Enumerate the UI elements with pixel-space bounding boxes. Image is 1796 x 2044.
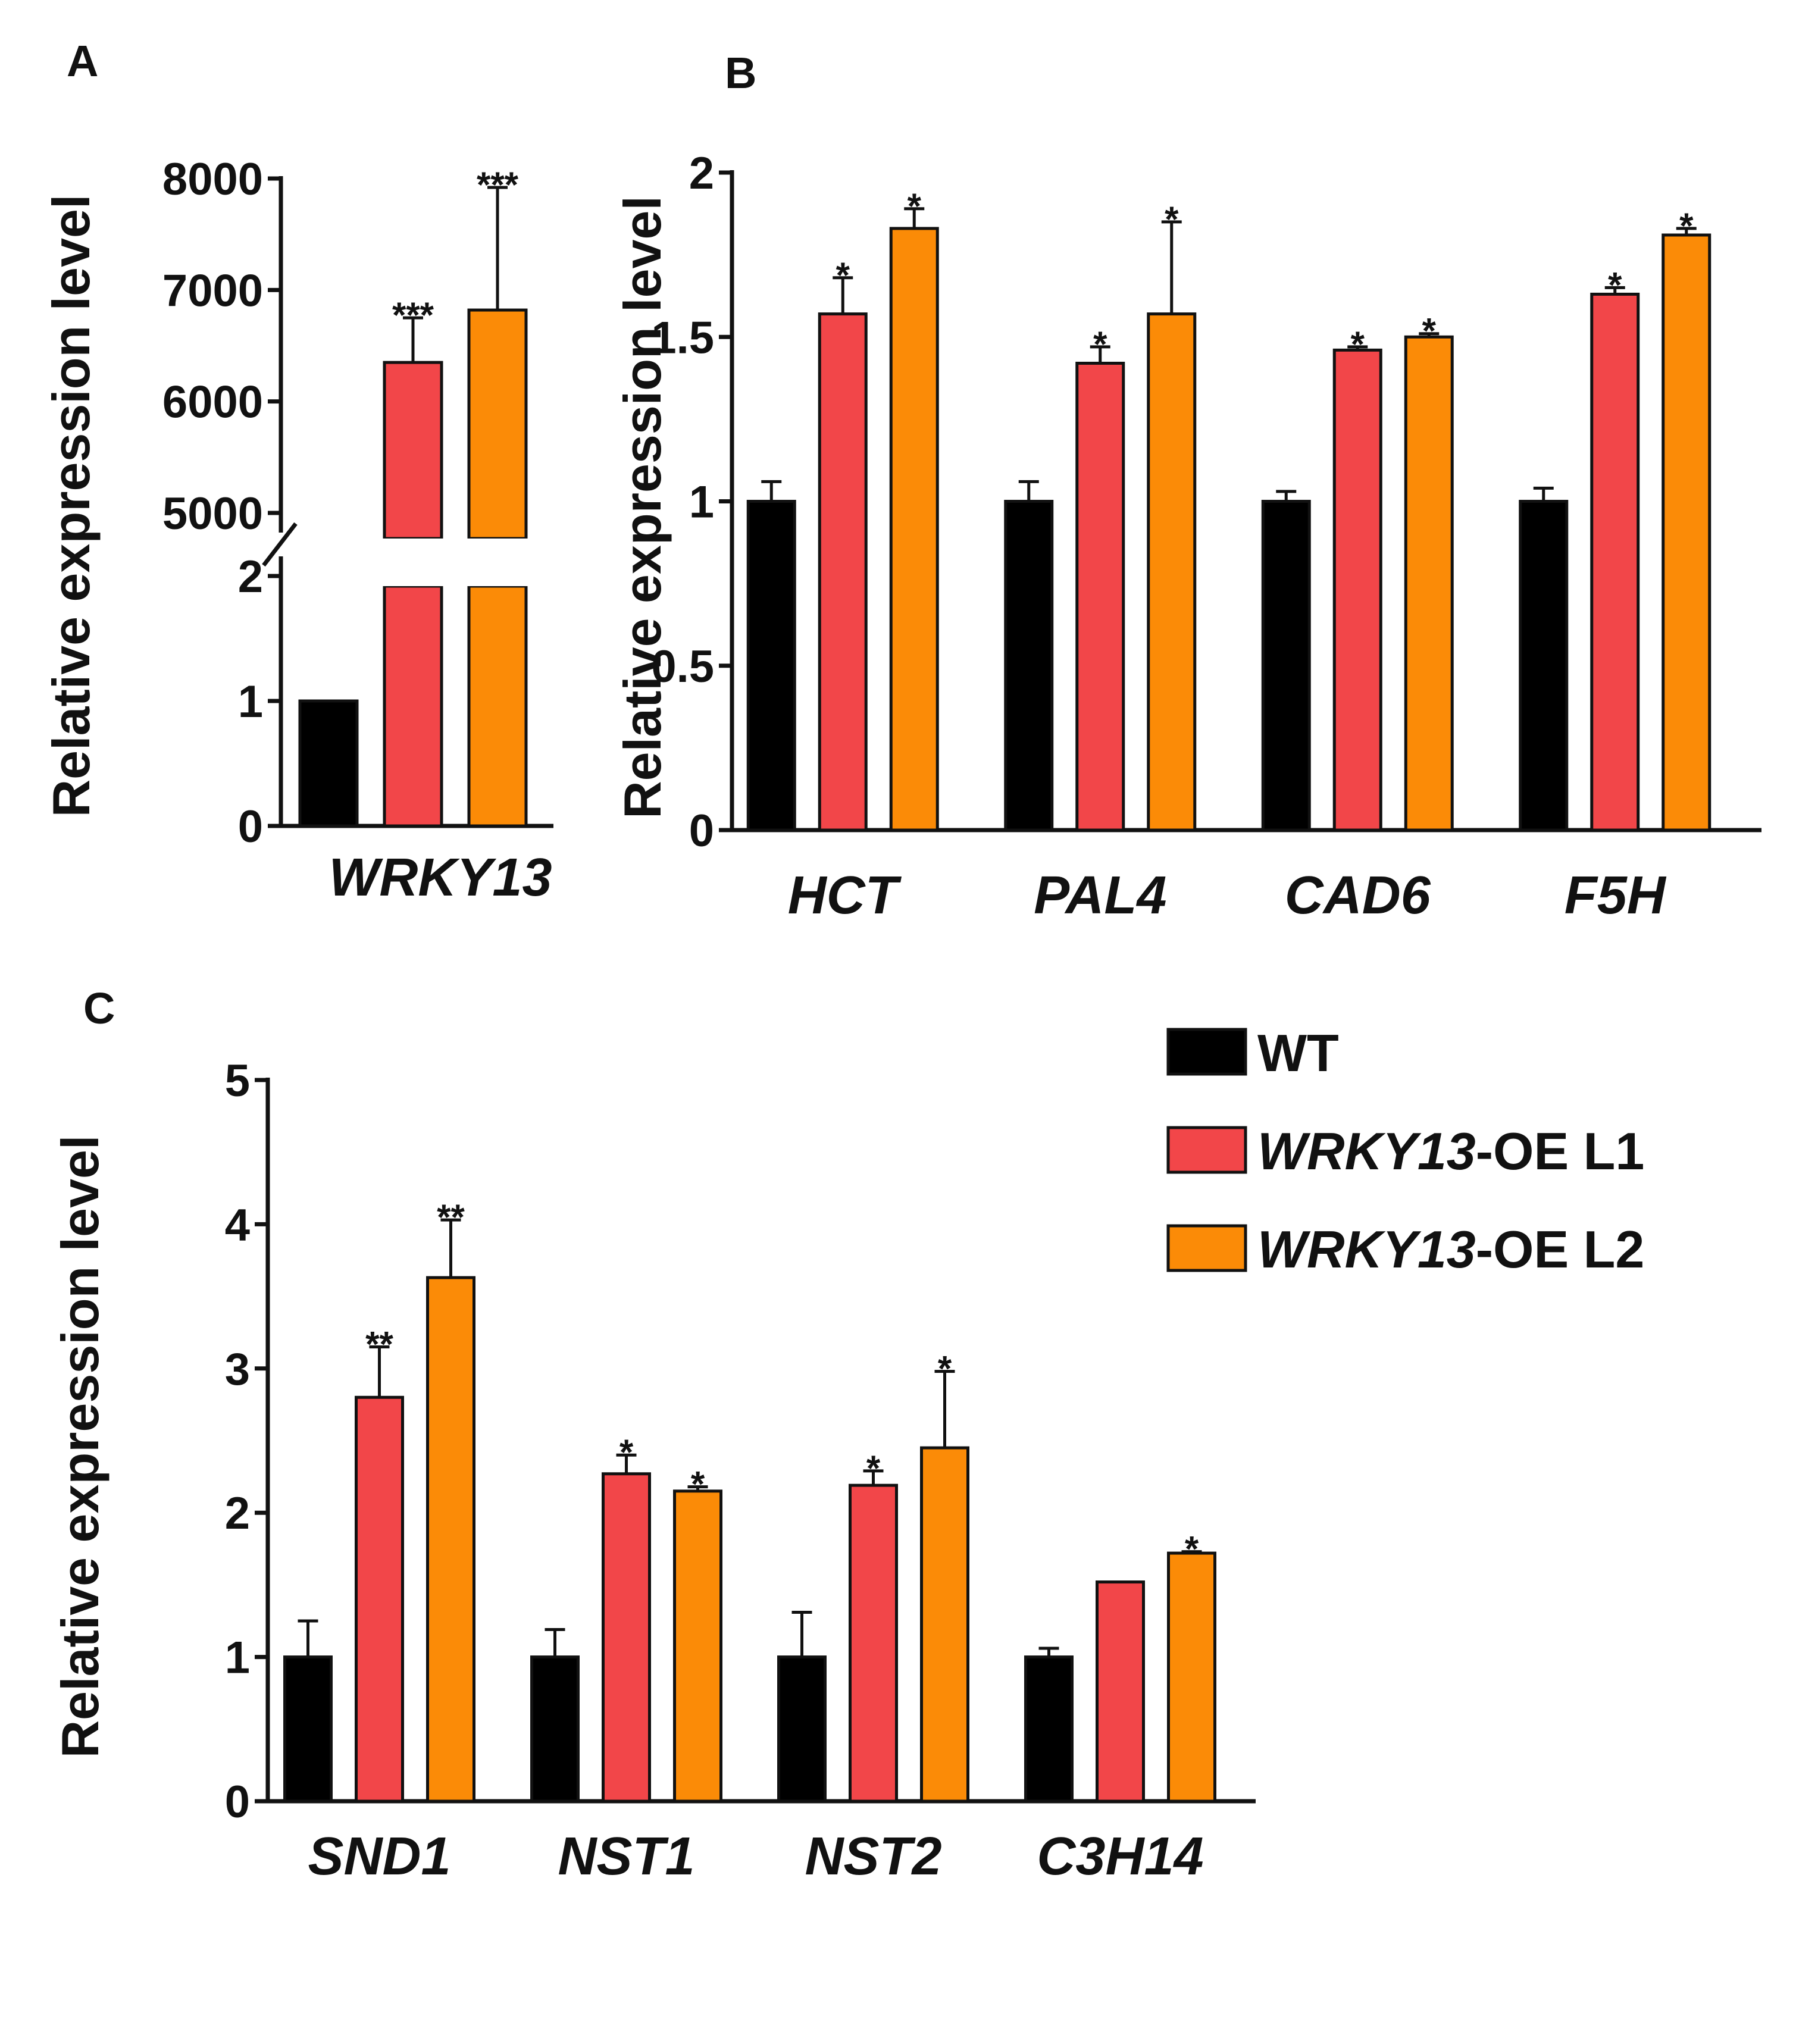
panel-b-ytick-label: 0 <box>689 806 714 856</box>
panel-a-letter: A <box>67 36 98 86</box>
legend: WT WRKY13-OE L1 WRKY13-OE L2 <box>1166 1023 1644 1279</box>
panel-b-pal4-wrky13-oe-l2-bar <box>1147 312 1197 832</box>
panel-a-wrky13-wrky13-oe-l2-bar-lower <box>467 584 528 828</box>
panel-b-hct-wt-bar <box>746 500 796 832</box>
panel-c-nst2-wrky13-oe-l1-bar <box>849 1483 898 1803</box>
panel-c-snd1-wrky13-oe-l1-significance: ** <box>365 1324 393 1364</box>
panel-b-cad6-wrky13-oe-l1-bar <box>1332 348 1382 832</box>
panel-c-c3h14-wrky13-oe-l1-bar <box>1096 1580 1145 1803</box>
panel-c-c3h14-wrky13-oe-l2-bar <box>1167 1551 1216 1803</box>
panel-c-ytick-label: 5 <box>225 1056 250 1106</box>
panel-b-cad6-wt-bar <box>1261 500 1311 832</box>
panel-a-wrky13-wrky13-oe-l2-bar-break-gap <box>464 539 531 586</box>
panel-c-nst2-wrky13-oe-l2-bar <box>920 1446 969 1803</box>
panel-c-ytick-label: 3 <box>225 1344 250 1395</box>
panel-c-c3h14-wt-bar <box>1024 1655 1074 1803</box>
panel-a-wrky13-wt-bar <box>298 699 359 828</box>
panel-b-f5h-wrky13-oe-l2-bar <box>1662 233 1711 832</box>
legend-label-wt: WT <box>1257 1023 1339 1082</box>
panel-a-axis-break-mark <box>262 522 298 567</box>
panel-b-hct-wrky13-oe-l1-bar <box>818 312 868 832</box>
panel-a-ytick-label: 0 <box>238 802 263 852</box>
panel-c-snd1-wrky13-oe-l1-bar <box>355 1395 404 1803</box>
panel-c-nst1-wt-bar <box>530 1655 580 1803</box>
legend-swatch-wt <box>1166 1028 1247 1076</box>
panel-b-ytick-label: 2 <box>689 148 714 199</box>
panel-b-category-label-cad6: CAD6 <box>1285 866 1431 925</box>
panel-b-pal4-wrky13-oe-l2-significance: * <box>1165 199 1179 239</box>
panel-a-wrky13-wrky13-oe-l1-bar-lower <box>383 584 443 828</box>
panel-a-chart: A 5000 6000 7000 8000 0 1 2 Relative expression … <box>42 36 553 907</box>
panel-a-ytick-label: 7000 <box>162 265 263 316</box>
legend-label-wrky13-oe-l1: WRKY13-OE L1 <box>1257 1122 1644 1181</box>
panel-c-category-label-snd1: SND1 <box>308 1827 450 1886</box>
panel-b-f5h-wrky13-oe-l1-significance: * <box>1608 265 1622 305</box>
panel-c-category-label-nst2: NST2 <box>805 1827 941 1886</box>
panel-c-letter: C <box>83 984 115 1033</box>
panel-c-nst1-wrky13-oe-l2-significance: * <box>691 1464 705 1504</box>
panel-b-ytick-label: 1 <box>689 477 714 528</box>
panel-b-chart: B 0 0.5 1 1.5 2 Relative expression level * * HCT… <box>613 48 1761 925</box>
panel-c-nst1-wrky13-oe-l2-bar <box>673 1489 722 1803</box>
panel-b-category-label-pal4: PAL4 <box>1034 866 1166 925</box>
panel-b-y-axis-title: Relative expression level <box>613 196 672 819</box>
legend-swatch-wrky13-oe-l1 <box>1166 1126 1247 1174</box>
panel-b-pal4-wt-bar <box>1004 500 1054 832</box>
panel-b-hct-wrky13-oe-l2-bar <box>889 227 939 832</box>
panel-c-snd1-wrky13-oe-l2-significance: ** <box>437 1197 465 1237</box>
panel-b-cad6-wrky13-oe-l1-significance: * <box>1351 324 1365 364</box>
panel-b-cad6-wrky13-oe-l2-significance: * <box>1422 311 1437 351</box>
panel-c-y-axis-title: Relative expression level <box>51 1135 109 1758</box>
panel-b-letter: B <box>725 48 756 98</box>
panel-c-nst1-wrky13-oe-l1-bar <box>602 1472 651 1803</box>
panel-c-category-label-c3h14: C3H14 <box>1037 1827 1203 1886</box>
panel-c-ytick-label: 2 <box>225 1488 250 1539</box>
panel-c-nst2-wrky13-oe-l2-significance: * <box>938 1349 952 1389</box>
panel-b-pal4-wrky13-oe-l1-significance: * <box>1093 324 1107 364</box>
panel-a-ytick-label: 5000 <box>162 489 263 539</box>
panel-c-category-label-nst1: NST1 <box>558 1827 694 1886</box>
panel-b-hct-wrky13-oe-l1-significance: * <box>836 255 850 295</box>
legend-label-wrky13-oe-l2: WRKY13-OE L2 <box>1257 1220 1644 1279</box>
panel-a-category-label-wrky13: WRKY13 <box>328 848 552 907</box>
panel-b-f5h-wrky13-oe-l1-bar <box>1590 292 1640 832</box>
panel-b-ytick-label: 1.5 <box>651 312 714 363</box>
panel-c-c3h14-wrky13-oe-l2-significance: * <box>1185 1529 1199 1569</box>
panel-c-nst2-wt-bar <box>777 1655 827 1803</box>
panel-b-hct-wrky13-oe-l2-significance: * <box>908 186 922 226</box>
panel-a-ytick-label: 6000 <box>162 377 263 428</box>
panel-c-ytick-label: 1 <box>225 1633 250 1683</box>
panel-a-wrky13-wrky13-oe-l2-bar-upper <box>467 308 528 540</box>
panel-b-category-label-f5h: F5H <box>1565 866 1667 925</box>
panel-b-f5h-wt-bar <box>1519 500 1569 832</box>
panel-b-pal4-wrky13-oe-l1-bar <box>1075 361 1125 832</box>
panel-a-y-axis-title: Relative expression level <box>42 195 101 818</box>
panel-c-ytick-label: 4 <box>225 1200 250 1250</box>
legend-swatch-wrky13-oe-l2 <box>1166 1224 1247 1272</box>
panel-b-category-label-hct: HCT <box>788 866 902 925</box>
panel-b-ytick-label: 0.5 <box>651 641 714 692</box>
panel-a-wrky13-wrky13-oe-l1-significance: *** <box>392 295 434 335</box>
panel-c-snd1-wt-bar <box>283 1655 333 1803</box>
panel-b-cad6-wrky13-oe-l2-bar <box>1404 335 1454 832</box>
panel-c-snd1-wrky13-oe-l2-bar <box>426 1276 475 1803</box>
panel-a-wrky13-wrky13-oe-l1-bar-break-gap <box>380 539 446 586</box>
panel-c-ytick-label: 0 <box>225 1777 250 1827</box>
panel-a-ytick-label: 1 <box>238 677 263 727</box>
panel-b-f5h-wrky13-oe-l2-significance: * <box>1679 206 1694 246</box>
panel-a-wrky13-wrky13-oe-l2-significance: *** <box>477 165 519 205</box>
panel-c-nst2-wrky13-oe-l1-significance: * <box>866 1448 881 1488</box>
panel-a-ytick-label: 2 <box>238 552 263 602</box>
panel-c-nst1-wrky13-oe-l1-significance: * <box>619 1432 634 1472</box>
panel-a-ytick-label: 8000 <box>162 154 263 205</box>
panel-a-wrky13-wrky13-oe-l1-bar-upper <box>383 361 443 540</box>
